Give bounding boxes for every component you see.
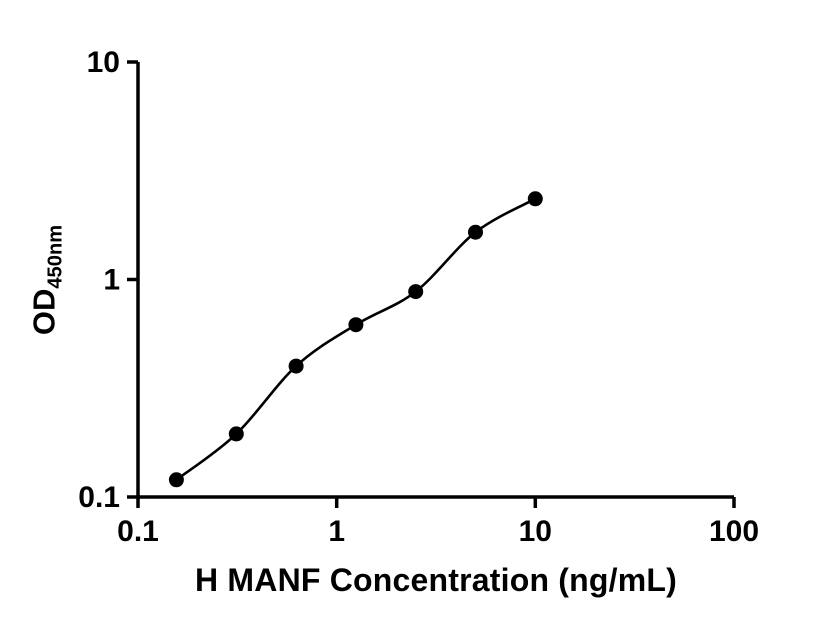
- data-point: [527, 191, 543, 207]
- data-point: [468, 224, 483, 240]
- axes-frame: [136, 62, 734, 499]
- y-axis-label-main: OD: [26, 288, 62, 336]
- x-tick-label: 100: [709, 515, 759, 548]
- x-tick-label: 1: [328, 515, 345, 548]
- y-tick-label: 1: [103, 264, 120, 297]
- data-point: [168, 472, 184, 488]
- y-axis-label-subscript: 450nm: [44, 224, 67, 289]
- y-tick-label: 10: [87, 46, 120, 79]
- data-point: [228, 426, 244, 442]
- x-tick-label: 0.1: [117, 515, 159, 548]
- data-point: [348, 317, 364, 333]
- data-point: [408, 284, 424, 300]
- y-tick-label: 0.1: [78, 481, 120, 514]
- x-tick-label: 10: [519, 515, 552, 548]
- y-axis-label: OD450nm: [26, 225, 67, 335]
- x-axis-label: H MANF Concentration (ng/mL): [195, 562, 677, 598]
- data-point: [288, 358, 304, 374]
